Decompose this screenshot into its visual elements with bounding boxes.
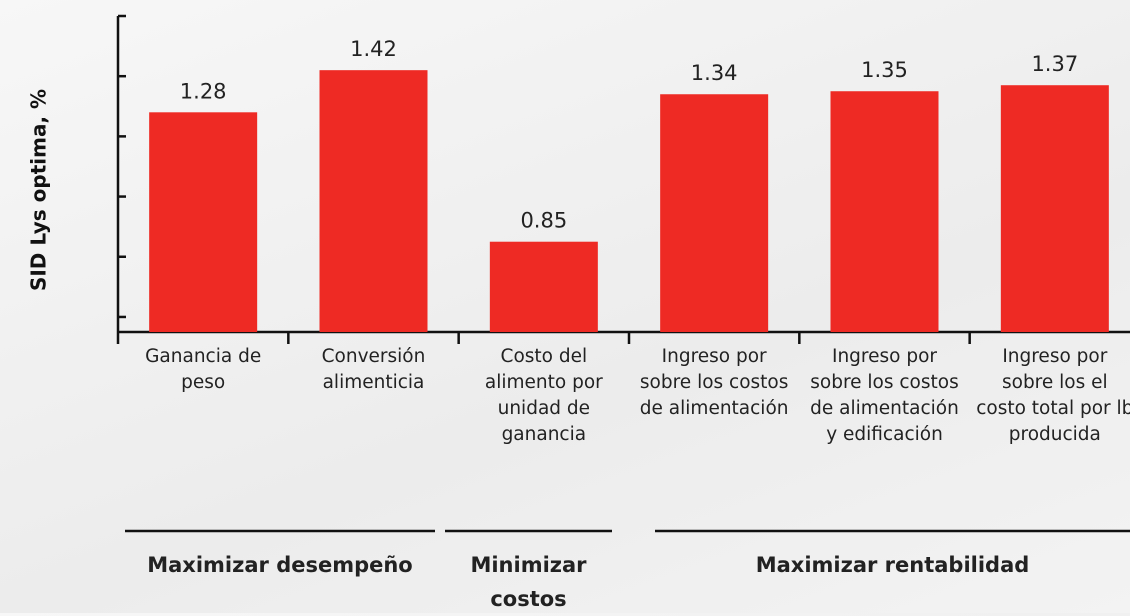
y-axis-label: SID Lys optima, % (27, 89, 51, 291)
bar (830, 91, 939, 332)
bar (149, 112, 258, 332)
bar (489, 241, 598, 332)
bar (319, 70, 428, 333)
group-label: Maximizar rentabilidad (755, 553, 1030, 577)
group-label: Minimizar costos (470, 553, 587, 611)
bar (1000, 85, 1109, 332)
x-tick-label: Ingreso por sobre los costos de alimenta… (639, 346, 789, 419)
x-tick-label: Ingreso por sobre los el costo total por… (976, 346, 1130, 445)
value-label: 1.35 (861, 58, 908, 82)
x-tick-label: Costo del alimento por unidad de gananci… (484, 346, 603, 445)
value-label: 1.28 (180, 79, 227, 103)
value-label: 0.85 (520, 209, 567, 233)
value-label: 1.42 (350, 37, 397, 61)
value-label: 1.34 (691, 61, 738, 85)
x-tick-label: Ingreso por sobre los costos de alimenta… (810, 346, 959, 445)
value-label: 1.37 (1031, 52, 1078, 76)
group-label: Maximizar desempeño (147, 553, 413, 577)
x-tick-label: Conversión alimenticia (321, 346, 426, 393)
bar (660, 94, 769, 332)
x-tick-label: Ganancia de peso (145, 346, 262, 393)
